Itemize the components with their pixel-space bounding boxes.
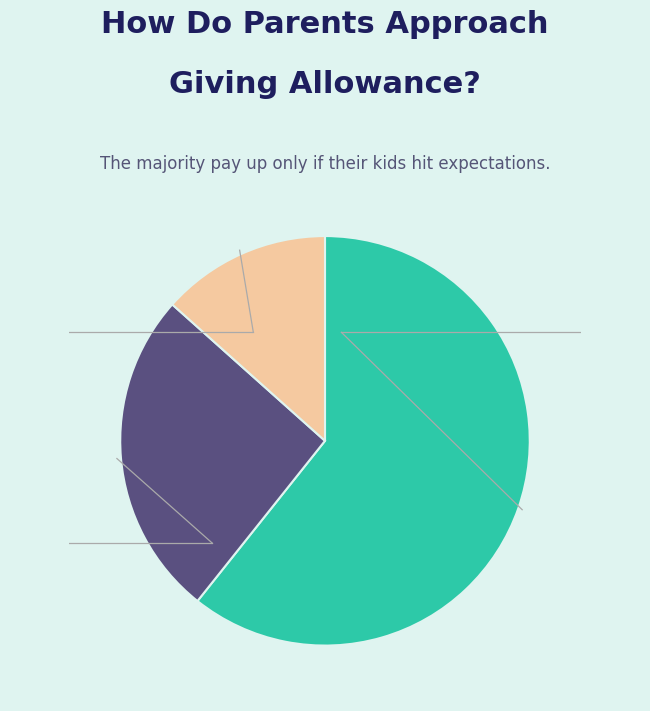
Text: The majority pay up only if their kids hit expectations.: The majority pay up only if their kids h…: [99, 155, 551, 173]
Wedge shape: [198, 236, 530, 646]
Wedge shape: [172, 236, 325, 441]
Text: How Do Parents Approach: How Do Parents Approach: [101, 10, 549, 39]
Wedge shape: [120, 304, 325, 601]
Text: Giving Allowance?: Giving Allowance?: [169, 70, 481, 99]
